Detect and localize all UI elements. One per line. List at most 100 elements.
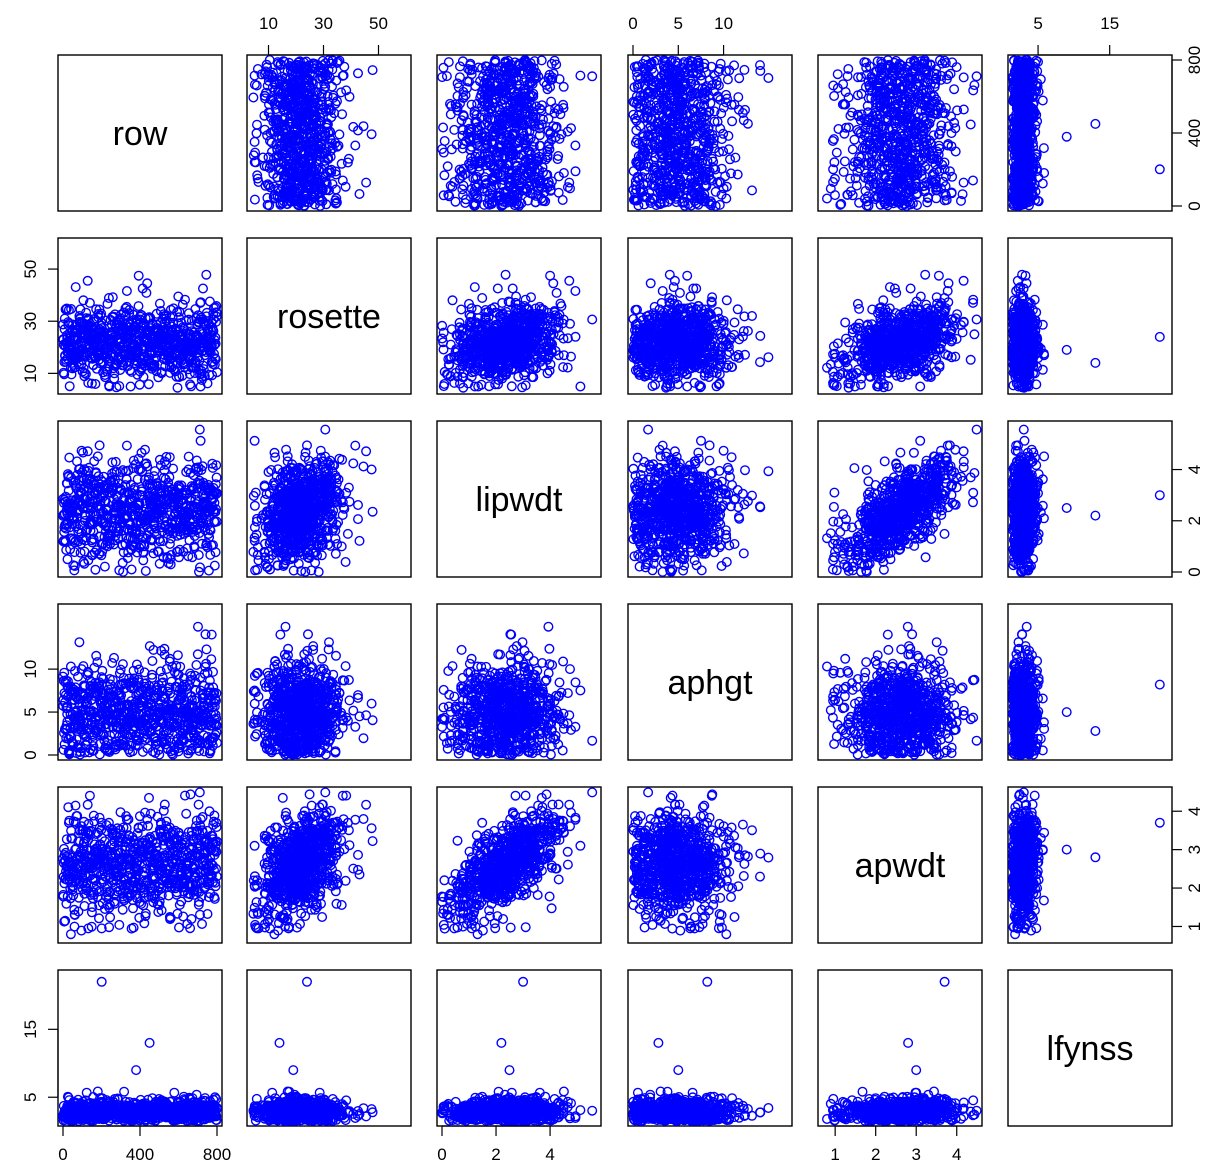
- data-point: [442, 161, 453, 172]
- data-point: [847, 144, 858, 155]
- data-point: [252, 173, 263, 184]
- data-point: [336, 158, 347, 169]
- data-point: [470, 81, 481, 92]
- data-point: [262, 199, 273, 210]
- data-point: [455, 61, 466, 72]
- data-point: [439, 135, 450, 146]
- data-point: [477, 293, 488, 304]
- panel-row-vs-lfynss: [1007, 54, 1173, 212]
- data-point: [343, 153, 354, 164]
- data-point: [456, 304, 467, 315]
- data-point: [249, 136, 260, 147]
- data-point: [739, 64, 750, 75]
- data-point: [367, 65, 378, 76]
- data-point: [587, 71, 598, 82]
- data-point: [262, 179, 273, 190]
- data-point: [330, 166, 341, 177]
- data-point: [263, 180, 274, 191]
- data-point: [722, 74, 733, 85]
- data-point: [725, 154, 736, 165]
- data-point: [331, 197, 342, 208]
- data-point: [832, 69, 843, 80]
- data-point: [965, 119, 976, 130]
- data-point: [723, 144, 734, 155]
- data-point: [125, 381, 136, 392]
- data-point: [366, 129, 377, 140]
- data-point: [729, 60, 740, 71]
- data-point: [248, 92, 259, 103]
- data-point: [114, 381, 125, 392]
- data-point: [958, 72, 969, 83]
- panel-row-vs-row: row: [57, 54, 223, 212]
- data-point: [82, 275, 93, 286]
- data-point: [969, 80, 980, 91]
- data-point: [201, 269, 212, 280]
- data-point: [715, 58, 726, 69]
- data-point: [333, 140, 344, 151]
- data-point: [326, 164, 337, 175]
- data-point: [546, 96, 557, 107]
- data-point: [1154, 164, 1165, 175]
- data-point: [316, 164, 327, 175]
- variable-label-row: row: [113, 115, 168, 153]
- data-point: [1038, 143, 1049, 154]
- data-point: [727, 116, 738, 127]
- data-point: [1090, 118, 1101, 129]
- data-point: [575, 70, 586, 81]
- panel-rosette-vs-lipwdt: [436, 237, 602, 395]
- data-point: [337, 175, 348, 186]
- data-point: [1037, 178, 1048, 189]
- data-point: [755, 60, 766, 71]
- data-point: [564, 275, 575, 286]
- data-point: [354, 188, 365, 199]
- panel-row-vs-aphgt: [627, 54, 793, 212]
- data-point: [438, 62, 449, 73]
- data-point: [570, 166, 581, 177]
- panel-rosette-vs-row: [57, 237, 223, 395]
- data-point: [70, 282, 81, 293]
- data-point: [197, 283, 208, 294]
- data-point: [143, 379, 154, 390]
- data-point: [142, 278, 153, 289]
- data-point: [252, 170, 263, 181]
- data-point: [839, 128, 850, 139]
- data-point: [315, 200, 326, 211]
- data-point: [121, 286, 132, 297]
- data-point: [447, 295, 458, 306]
- data-point: [734, 73, 745, 84]
- data-point: [733, 92, 744, 103]
- data-point: [570, 140, 581, 151]
- data-point: [1061, 131, 1072, 142]
- data-point: [350, 140, 361, 151]
- data-point: [251, 128, 262, 139]
- data-point: [340, 181, 351, 192]
- data-point: [258, 152, 269, 163]
- data-point: [1037, 95, 1048, 106]
- data-point: [526, 292, 537, 303]
- panel-row-vs-rosette: [246, 54, 412, 212]
- data-point: [250, 147, 261, 158]
- data-point: [730, 152, 741, 163]
- data-point: [457, 56, 468, 67]
- data-point: [64, 381, 75, 392]
- data-point: [949, 84, 960, 95]
- data-point: [446, 144, 457, 155]
- variable-label-rosette: rosette: [277, 298, 381, 336]
- data-point: [839, 156, 850, 167]
- data-point: [831, 147, 842, 158]
- data-point: [443, 57, 454, 68]
- data-point: [330, 184, 341, 195]
- data-point: [763, 72, 774, 83]
- data-point: [353, 68, 364, 79]
- data-point: [439, 170, 450, 181]
- data-point: [747, 185, 758, 196]
- data-point: [438, 122, 449, 133]
- panel-row-vs-lipwdt: [436, 54, 602, 212]
- data-point: [336, 87, 347, 98]
- data-point: [361, 177, 372, 188]
- data-point: [971, 71, 982, 82]
- data-point: [838, 166, 849, 177]
- data-point: [469, 282, 480, 293]
- data-point: [968, 175, 979, 186]
